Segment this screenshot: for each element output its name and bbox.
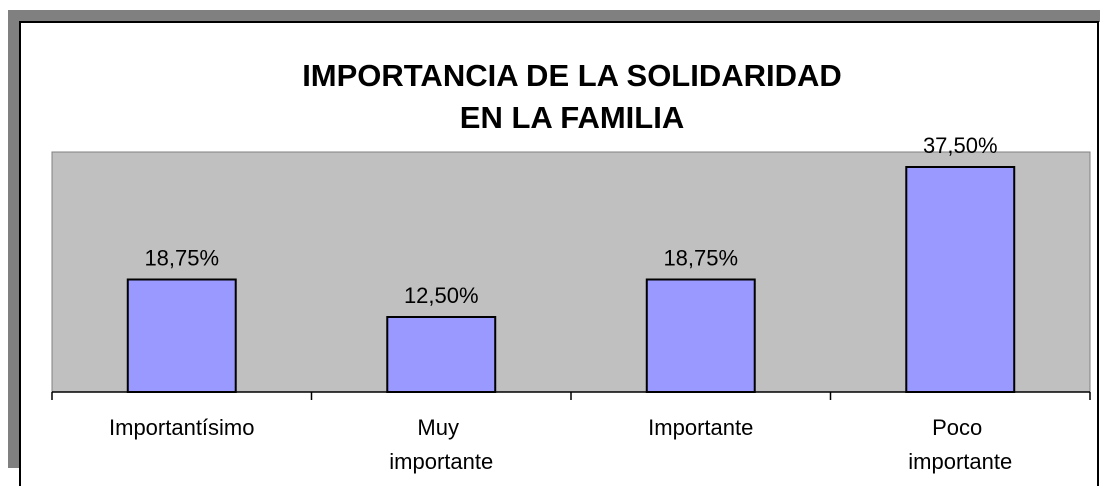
frame-shadow-left xyxy=(8,10,20,468)
bar xyxy=(645,278,756,393)
data-label: 37,50% xyxy=(923,133,998,158)
x-tick-label: Importante xyxy=(648,415,753,440)
bar xyxy=(126,278,237,393)
x-tick-label: Muy importante xyxy=(389,415,493,474)
frame-shadow-top xyxy=(8,10,1100,22)
data-label: 18,75% xyxy=(144,246,219,271)
data-label: 18,75% xyxy=(663,246,738,271)
bar xyxy=(905,166,1016,393)
chart-title: IMPORTANCIA DE LA SOLIDARIDAD EN LA FAMIL… xyxy=(302,58,842,135)
bar xyxy=(386,316,497,393)
x-tick-label: Importantísimo xyxy=(109,415,255,440)
x-tick-label: Poco importante xyxy=(908,415,1012,474)
data-label: 12,50% xyxy=(404,283,479,308)
